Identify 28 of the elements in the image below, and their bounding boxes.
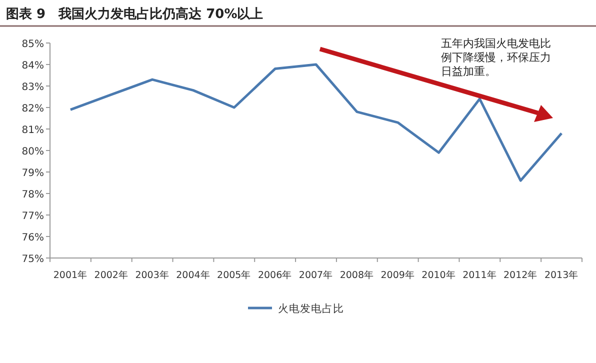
x-tick-label: 2010年 [422,269,456,281]
y-tick-label: 79% [22,168,44,179]
chart-title: 图表 9 我国火力发电占比仍高达 70%以上 [6,6,264,22]
x-tick-label: 2001年 [53,269,88,281]
x-tick-label: 2008年 [340,269,374,281]
y-tick-label: 84% [22,60,44,72]
x-tick-label: 2011年 [462,269,497,281]
x-tick-label: 2013年 [544,269,579,281]
line-series [69,63,563,182]
x-tick-label: 2003年 [135,269,170,281]
x-tick-label: 2009年 [380,269,415,281]
y-tick-label: 85% [22,39,44,50]
y-tick-label: 76% [22,232,44,244]
y-tick-label: 75% [22,254,44,265]
y-tick-label: 80% [22,146,44,158]
legend-label: 火电发电占比 [278,302,344,315]
y-tick-label: 81% [22,125,44,136]
x-tick-label: 2006年 [258,269,292,281]
x-tick-label: 2012年 [504,269,538,281]
x-tick-label: 2005年 [217,269,252,281]
x-tick-label: 2007年 [298,269,334,281]
annotation: 五年内我国火电发电比例下降缓慢，环保压力日益加重。 [441,37,551,78]
y-tick-label: 77% [22,211,44,222]
y-tick-label: 82% [22,104,44,114]
y-tick-label: 83% [22,82,44,93]
y-tick-label: 78% [22,190,44,200]
x-tick-label: 2002年 [94,269,128,281]
x-tick-label: 2004年 [176,269,210,281]
